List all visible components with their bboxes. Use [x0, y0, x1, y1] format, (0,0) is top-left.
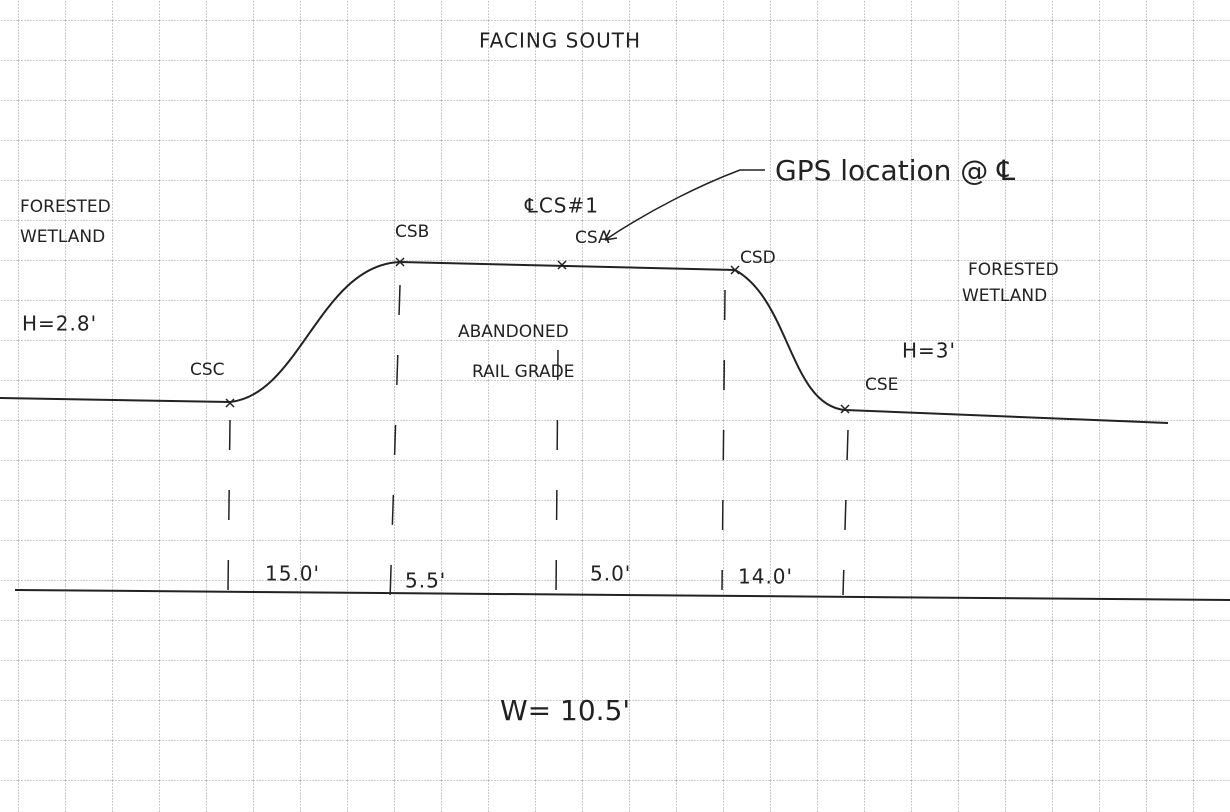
title: FACING SOUTH	[479, 29, 641, 53]
zone-label: ABANDONED	[458, 322, 569, 342]
point-label: CSB	[395, 222, 429, 242]
graph-paper	[0, 0, 1230, 812]
height-label: H=2.8'	[22, 312, 97, 336]
segment-label: 5.5'	[405, 569, 446, 593]
zone-label: RAIL GRADE	[472, 362, 574, 382]
zone-label: WETLAND	[962, 286, 1047, 306]
width-label: W= 10.5'	[500, 694, 630, 727]
point-label: CSA	[575, 228, 610, 248]
zone-label: FORESTED	[20, 197, 111, 217]
gps-note: GPS location @ ℄	[775, 154, 1015, 187]
point-label: CSD	[740, 248, 776, 268]
height-label: H=3'	[902, 339, 956, 363]
segment-label: 14.0'	[738, 565, 793, 589]
segment-label: 5.0'	[590, 562, 631, 586]
zone-label: FORESTED	[968, 260, 1059, 280]
zone-label: WETLAND	[20, 227, 105, 247]
cross-section: ℄CS#1	[524, 194, 599, 218]
point-label: CSC	[190, 360, 225, 380]
page: {"header": {"title": "FACING SOUTH"}, "a…	[0, 0, 1230, 812]
segment-label: 15.0'	[265, 562, 320, 586]
sketch: FACING SOUTH GPS location @ ℄ ℄CS#1 CSA …	[0, 0, 1230, 812]
point-label: CSE	[865, 375, 898, 395]
